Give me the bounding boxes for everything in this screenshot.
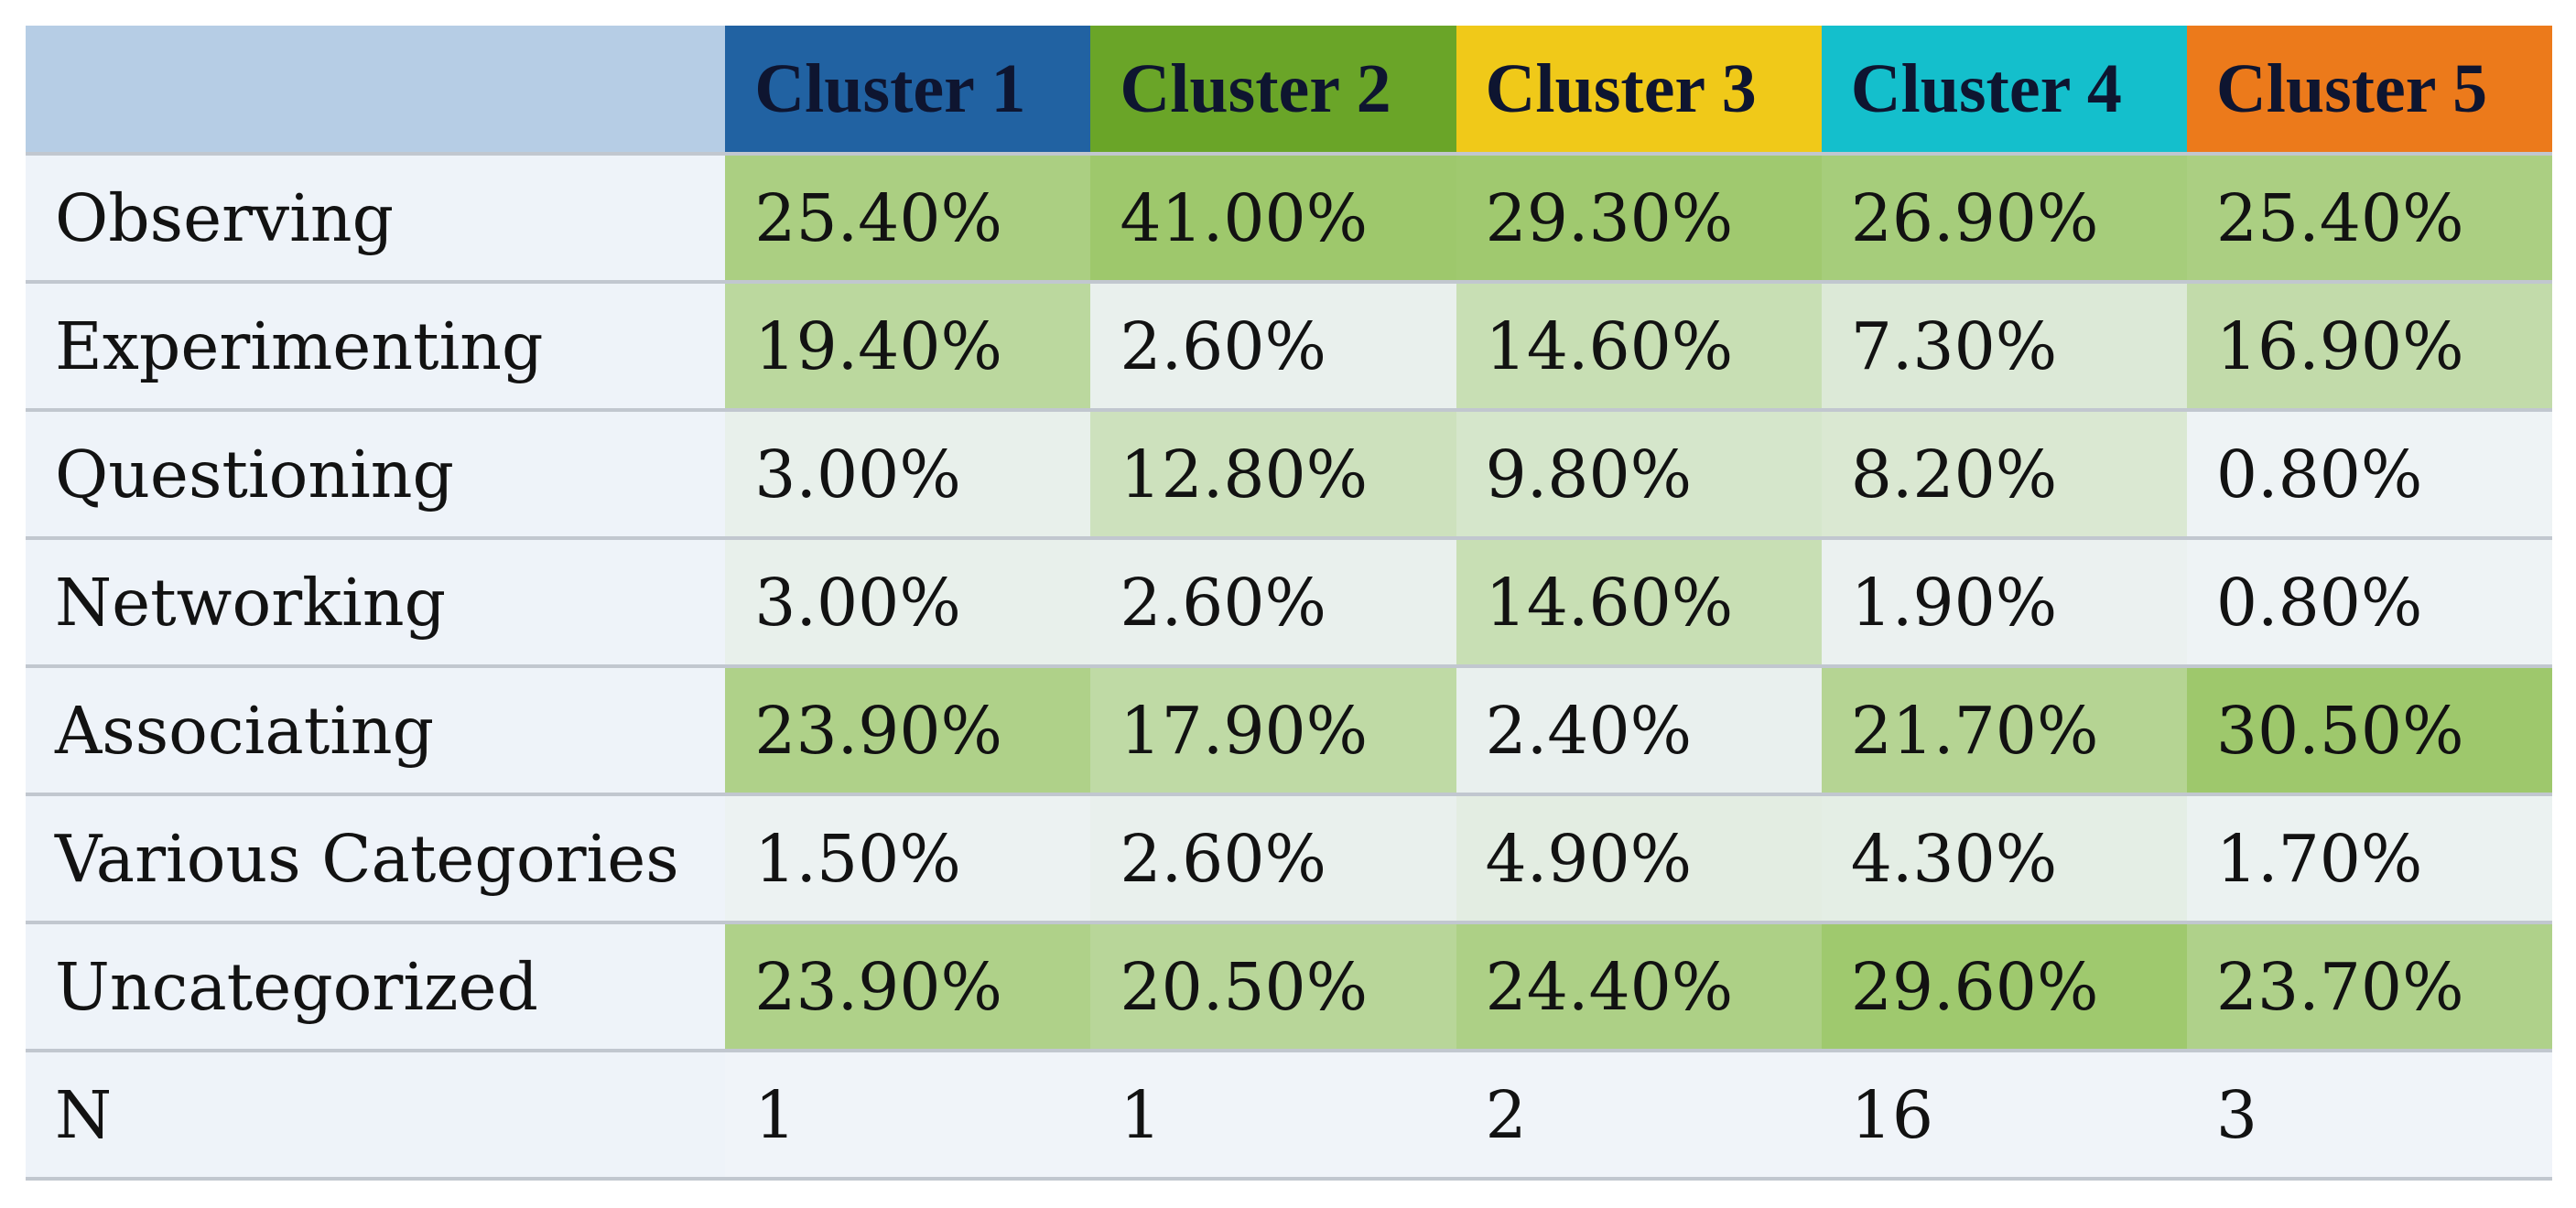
table-cell: 1.90% — [1821, 536, 2187, 666]
table-row: Experimenting 19.40% 2.60% 14.60% 7.30% 16.90… — [26, 280, 2552, 410]
header-cluster-1: Cluster 1 — [725, 26, 1091, 154]
table-cell: 23.90% — [725, 921, 1091, 1051]
table-cell: 2 — [1456, 1049, 1822, 1181]
header-cluster-5: Cluster 5 — [2186, 26, 2552, 154]
table-cell: 0.80% — [2186, 408, 2552, 538]
row-label: Questioning — [26, 408, 726, 538]
table-cell: 1 — [1090, 1049, 1456, 1181]
table-body: Observing 25.40% 41.00% 29.30% 26.90% 25.40% E… — [26, 152, 2552, 1181]
table-cell: 2.60% — [1090, 280, 1456, 410]
row-label: N — [26, 1049, 726, 1181]
row-label: Observing — [26, 152, 726, 282]
row-label: Experimenting — [26, 280, 726, 410]
cluster-table-container: Cluster 1 Cluster 2 Cluster 3 Cluster 4 Clus… — [26, 26, 2552, 1181]
table-row: Uncategorized 23.90% 20.50% 24.40% 29.60% 23.… — [26, 921, 2552, 1051]
table-row: Associating 23.90% 17.90% 2.40% 21.70% 30.50% — [26, 664, 2552, 794]
table-cell: 7.30% — [1821, 280, 2187, 410]
header-cluster-4: Cluster 4 — [1821, 26, 2187, 154]
table-row: Networking 3.00% 2.60% 14.60% 1.90% 0.80% — [26, 536, 2552, 666]
row-label: Networking — [26, 536, 726, 666]
row-label: Associating — [26, 664, 726, 794]
table-cell: 19.40% — [725, 280, 1091, 410]
header-corner — [26, 26, 726, 154]
table-cell: 29.60% — [1821, 921, 2187, 1051]
table-cell: 24.40% — [1456, 921, 1822, 1051]
table-row: Various Categories 1.50% 2.60% 4.90% 4.30% 1.… — [26, 793, 2552, 922]
table-cell: 17.90% — [1090, 664, 1456, 794]
table-cell: 16.90% — [2186, 280, 2552, 410]
table-cell: 41.00% — [1090, 152, 1456, 282]
table-cell: 1 — [725, 1049, 1091, 1181]
table-cell: 3.00% — [725, 536, 1091, 666]
table-cell: 16 — [1821, 1049, 2187, 1181]
table-cell: 14.60% — [1456, 536, 1822, 666]
table-cell: 1.50% — [725, 793, 1091, 922]
table-cell: 30.50% — [2186, 664, 2552, 794]
table-row: N 1 1 2 16 3 — [26, 1049, 2552, 1181]
cluster-table: Cluster 1 Cluster 2 Cluster 3 Cluster 4 Clus… — [26, 26, 2552, 1181]
row-label: Various Categories — [26, 793, 726, 922]
table-cell: 20.50% — [1090, 921, 1456, 1051]
table-cell: 25.40% — [725, 152, 1091, 282]
header-cluster-3: Cluster 3 — [1456, 26, 1822, 154]
table-cell: 12.80% — [1090, 408, 1456, 538]
table-cell: 9.80% — [1456, 408, 1822, 538]
table-row: Questioning 3.00% 12.80% 9.80% 8.20% 0.80% — [26, 408, 2552, 538]
table-cell: 2.60% — [1090, 793, 1456, 922]
table-cell: 2.40% — [1456, 664, 1822, 794]
table-cell: 26.90% — [1821, 152, 2187, 282]
table-cell: 29.30% — [1456, 152, 1822, 282]
table-cell: 23.90% — [725, 664, 1091, 794]
table-cell: 14.60% — [1456, 280, 1822, 410]
table-cell: 8.20% — [1821, 408, 2187, 538]
row-label: Uncategorized — [26, 921, 726, 1051]
header-row: Cluster 1 Cluster 2 Cluster 3 Cluster 4 Clus… — [26, 26, 2552, 154]
table-cell: 3.00% — [725, 408, 1091, 538]
table-cell: 3 — [2186, 1049, 2552, 1181]
table-cell: 4.30% — [1821, 793, 2187, 922]
table-cell: 4.90% — [1456, 793, 1822, 922]
table-cell: 23.70% — [2186, 921, 2552, 1051]
table-cell: 21.70% — [1821, 664, 2187, 794]
table-cell: 1.70% — [2186, 793, 2552, 922]
table-cell: 25.40% — [2186, 152, 2552, 282]
table-cell: 0.80% — [2186, 536, 2552, 666]
table-cell: 2.60% — [1090, 536, 1456, 666]
table-row: Observing 25.40% 41.00% 29.30% 26.90% 25.40% — [26, 152, 2552, 282]
header-cluster-2: Cluster 2 — [1090, 26, 1456, 154]
